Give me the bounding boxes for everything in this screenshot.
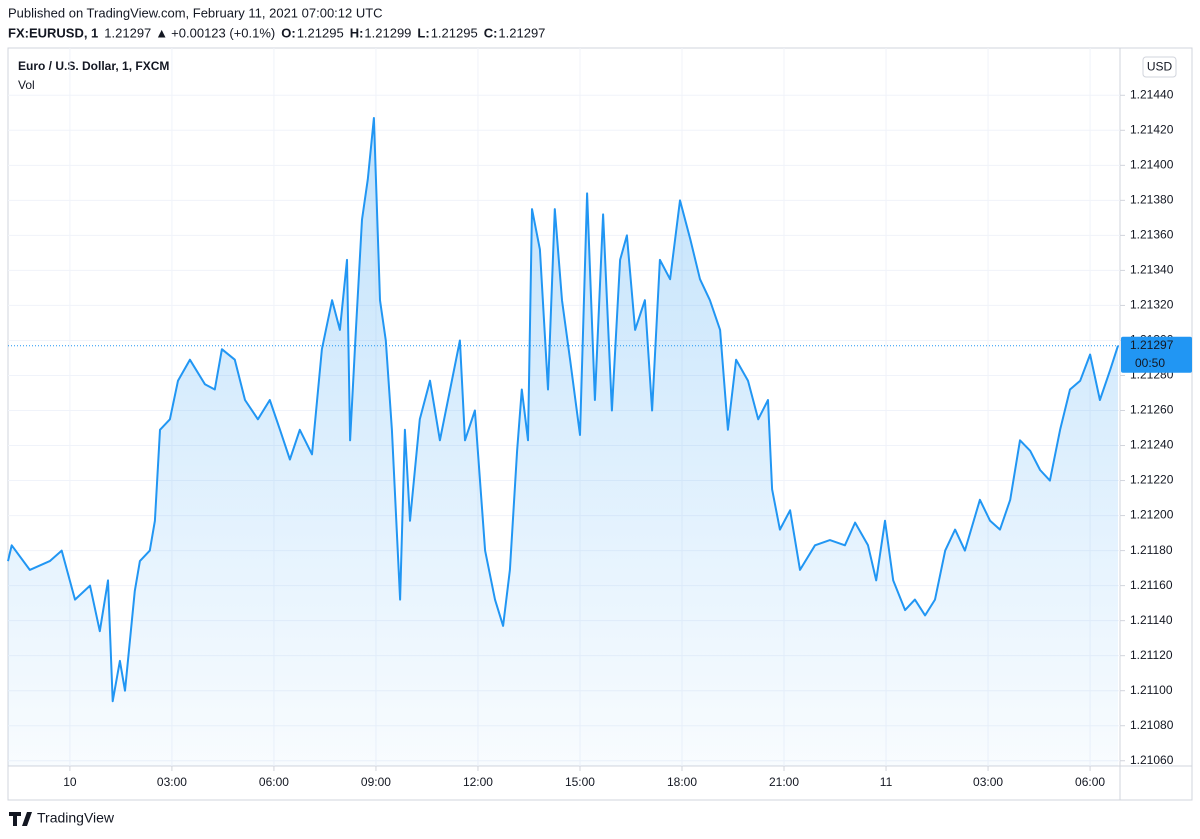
currency-label[interactable]: USD (1147, 60, 1173, 74)
x-tick-label: 15:00 (565, 775, 595, 789)
last-price-label: 1.21297 (1130, 338, 1174, 352)
symbol: FX:EURUSD, 1 (8, 25, 98, 40)
ohlc-value: 1.21297 (498, 25, 545, 40)
y-tick-label: 1.21380 (1130, 193, 1174, 207)
price-area (8, 118, 1118, 766)
y-tick-label: 1.21080 (1130, 718, 1174, 732)
y-tick-label: 1.21160 (1130, 578, 1173, 592)
x-tick-label: 03:00 (157, 775, 187, 789)
x-tick-label: 12:00 (463, 775, 493, 789)
x-tick-label: 18:00 (667, 775, 697, 789)
x-tick-label: 06:00 (1075, 775, 1105, 789)
x-tick-label: 06:00 (259, 775, 289, 789)
chart-subtitle: Vol (18, 78, 35, 92)
y-tick-label: 1.21200 (1130, 508, 1174, 522)
y-tick-label: 1.21060 (1130, 753, 1174, 767)
x-tick-label: 09:00 (361, 775, 391, 789)
ohlc-label: C: (484, 25, 498, 40)
last-price-badge (1121, 336, 1192, 373)
currency-badge[interactable] (1142, 56, 1177, 78)
y-tick-label: 1.21140 (1130, 613, 1173, 627)
ohlc-label: O: (281, 25, 295, 40)
change-arrow: ▲ (155, 25, 168, 40)
brand-name: TradingView (37, 810, 115, 826)
ohlc-label: L: (417, 25, 429, 40)
y-tick-label: 1.21100 (1130, 683, 1173, 697)
y-tick-label: 1.21120 (1130, 648, 1173, 662)
y-tick-label: 1.21180 (1130, 543, 1173, 557)
published-note: Published on TradingView.com, February 1… (8, 5, 383, 20)
y-tick-label: 1.21320 (1130, 298, 1174, 312)
ohlc-value: 1.21299 (364, 25, 411, 40)
ohlc-value: 1.21295 (431, 25, 478, 40)
y-tick-label: 1.21240 (1130, 438, 1174, 452)
y-tick-label: 1.21400 (1130, 158, 1174, 172)
ohlc-value: 1.21295 (297, 25, 344, 40)
change: +0.00123 (+0.1%) (171, 25, 275, 40)
x-tick-label: 21:00 (769, 775, 799, 789)
ohlc-label: H: (350, 25, 364, 40)
y-tick-label: 1.21360 (1130, 228, 1174, 242)
x-tick-label: 10 (63, 775, 77, 789)
x-tick-label: 11 (880, 775, 893, 789)
last-price: 1.21297 (104, 25, 151, 40)
y-tick-label: 1.21220 (1130, 473, 1174, 487)
y-tick-label: 1.21440 (1130, 87, 1174, 101)
y-tick-label: 1.21260 (1130, 403, 1174, 417)
chart-frame (7, 47, 1193, 801)
chart-title: Euro / U.S. Dollar, 1, FXCM (18, 59, 169, 73)
x-tick-label: 03:00 (973, 775, 1003, 789)
price-line (7, 117, 1119, 703)
bar-countdown: 00:50 (1135, 356, 1165, 370)
y-tick-label: 1.21340 (1130, 263, 1174, 277)
symbol-header: FX:EURUSD, 1 1.21297 ▲ +0.00123 (+0.1%) O: 1.… (8, 25, 545, 40)
brand-logo (9, 812, 32, 826)
y-tick-label: 1.21420 (1130, 122, 1174, 136)
